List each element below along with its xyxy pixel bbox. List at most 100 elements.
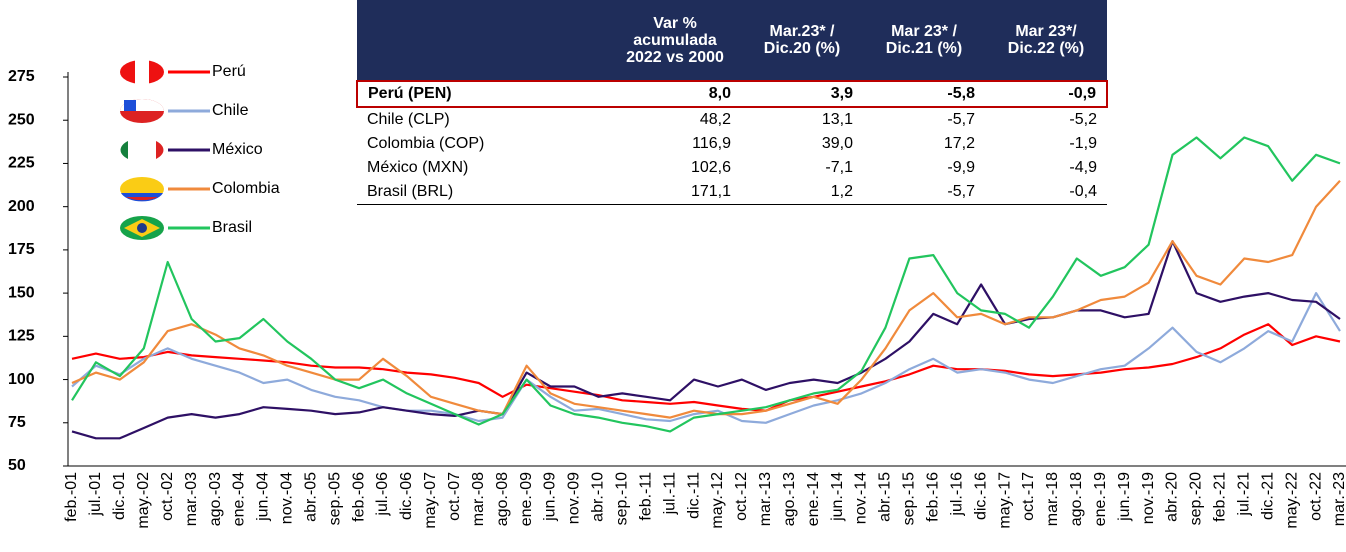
series-line (71, 323, 1341, 412)
x-tick-label: mar.-18 (1044, 472, 1061, 526)
x-tick-label: mar.-13 (757, 472, 774, 526)
table-cell: Brasil (BRL) (357, 180, 609, 205)
x-tick-label: ago.-08 (494, 472, 511, 526)
table-cell: 116,9 (692, 135, 731, 152)
x-tick-label: mar.-23 (1331, 472, 1346, 526)
series-line (71, 240, 1341, 440)
legend-label: Chile (212, 102, 249, 119)
y-tick-label: 225 (8, 155, 35, 172)
x-tick-label: oct.-17 (1020, 472, 1037, 521)
header-cell: Mar 23* / Dic.21 (%) (863, 0, 985, 81)
y-tick-label: 175 (8, 241, 35, 258)
legend-label: Colombia (212, 180, 280, 197)
x-tick-label: abr.-15 (877, 472, 894, 522)
table-cell: -9,9 (947, 159, 975, 176)
x-tick-label: ago.-13 (781, 472, 798, 526)
table-cell: 13,1 (821, 111, 853, 128)
x-tick-label: oct.-02 (159, 472, 176, 521)
x-tick-label: sep.-10 (613, 472, 630, 525)
x-tick-label: nov.-04 (279, 472, 296, 524)
y-tick-label: 100 (8, 371, 35, 388)
flag (156, 141, 164, 159)
table-cell: 17,2 (943, 135, 975, 152)
x-tick-label: may.-02 (135, 472, 152, 529)
x-tick-label: abr.-20 (1164, 472, 1181, 522)
x-tick-label: oct.-07 (446, 472, 463, 521)
y-tick-label: 250 (8, 111, 35, 128)
flag (120, 141, 128, 159)
table-cell: 171,1 (609, 180, 741, 205)
y-tick-label: 125 (8, 328, 35, 345)
x-tick-label: ago.-03 (207, 472, 224, 526)
table-row: México (MXN) 102,6 -7,1 -9,9 -4,9 (357, 156, 1107, 180)
y-tick-label: 150 (8, 284, 35, 301)
x-tick-label: may.-07 (422, 472, 439, 529)
x-tick-label: nov.-19 (1140, 472, 1157, 524)
y-tick-label: 275 (8, 68, 35, 85)
x-tick-label: may.-17 (996, 472, 1013, 529)
legend-label: Brasil (212, 219, 252, 236)
x-tick-label: oct.-12 (733, 472, 750, 521)
table-cell: -5,8 (863, 80, 985, 108)
x-tick-label: ene.-19 (1092, 472, 1109, 526)
table-cell: -4,9 (1069, 159, 1097, 176)
x-tick-label: mar.-03 (183, 472, 200, 526)
table-cell: 8,0 (609, 80, 741, 108)
table-cell: -0,9 (985, 80, 1108, 108)
x-tick-label: mar.-08 (470, 472, 487, 526)
x-tick-label: ene.-09 (518, 472, 535, 526)
table-cell: Chile (CLP) (367, 111, 450, 128)
x-tick-label: abr.-05 (302, 472, 319, 522)
x-tick-label: nov.-14 (853, 472, 870, 524)
data-table: Var % acumulada 2022 vs 2000 Mar.23* / Di… (356, 0, 1108, 205)
flags (120, 60, 164, 240)
table-cell: -0,4 (985, 180, 1107, 205)
header-cell: Mar 23*/ Dic.22 (%) (985, 0, 1107, 81)
x-tick-label: jun.-14 (829, 472, 846, 522)
x-tick-label: dic.-21 (1259, 472, 1276, 520)
table-cell: -1,9 (1069, 135, 1097, 152)
table-cell: Colombia (COP) (367, 135, 485, 152)
table-cell: 39,0 (821, 135, 853, 152)
x-tick-label: feb.-01 (63, 472, 80, 522)
flag (126, 197, 158, 201)
series-line (71, 136, 1341, 433)
x-tick-label: ene.-04 (231, 472, 248, 526)
x-tick-label: ago.-18 (1068, 472, 1085, 526)
flag (135, 60, 149, 84)
series-line (71, 179, 1341, 419)
x-tick-label: dic.-01 (111, 472, 128, 520)
table-row: Chile (CLP) 48,2 13,1 -5,7 -5,2 (357, 107, 1107, 132)
x-tick-label: feb.-16 (925, 472, 942, 522)
table-cell: 102,6 (690, 159, 731, 176)
table-cell: 1,2 (741, 180, 863, 205)
x-tick-label: jul.-21 (1236, 472, 1253, 517)
x-tick-label: sep.-15 (901, 472, 918, 525)
x-tick-label: jul.-06 (374, 472, 391, 517)
x-tick-label: jun.-19 (1116, 472, 1133, 522)
x-tick-label: ene.-14 (805, 472, 822, 526)
x-tick-label: sep.-05 (326, 472, 343, 525)
header-cell: Mar.23* / Dic.20 (%) (741, 0, 863, 81)
header-cell: Var % acumulada 2022 vs 2000 (609, 0, 741, 81)
x-tick-label: jul.-16 (948, 472, 965, 517)
table-cell: 3,9 (741, 80, 863, 108)
y-tick-label: 50 (8, 457, 26, 474)
x-tick-label: feb.-06 (350, 472, 367, 522)
legend-label: México (212, 141, 263, 158)
x-tick-label: dic.-11 (685, 472, 702, 519)
table-cell: Perú (PEN) (356, 80, 609, 108)
x-tick-label: abr.-10 (590, 472, 607, 522)
flag (120, 138, 164, 162)
x-tick-label: may.-12 (709, 472, 726, 529)
x-tick-label: may.-22 (1283, 472, 1300, 529)
x-tick-label: sep.-20 (1188, 472, 1205, 525)
flag (124, 100, 136, 111)
table-cell: -5,2 (1069, 111, 1097, 128)
table-cell: -7,1 (825, 159, 853, 176)
x-tick-label: dic.-06 (398, 472, 415, 520)
x-tick-label: jun.-09 (542, 472, 559, 522)
x-tick-label: jul.-11 (661, 472, 678, 515)
x-tick-label: jul.-01 (87, 472, 104, 517)
